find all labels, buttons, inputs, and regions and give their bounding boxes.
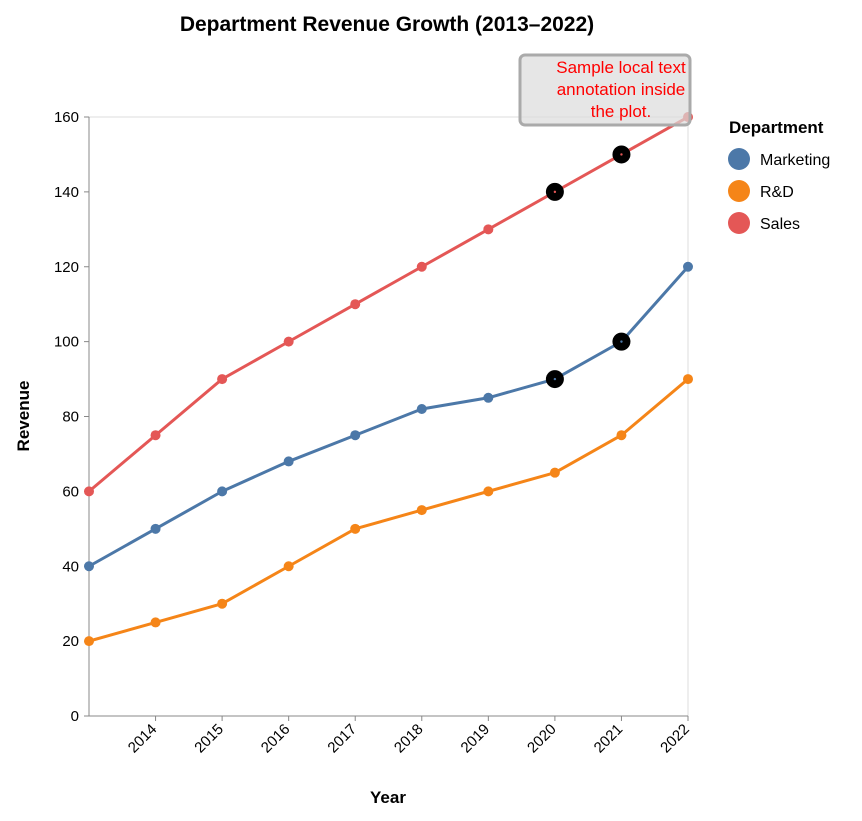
data-point-rd [217, 598, 228, 609]
highlight-point-center-sales [620, 153, 623, 156]
y-tick-label: 140 [54, 184, 79, 201]
annotation-line-3: the plot. [591, 102, 652, 121]
x-axis-title: Year [370, 788, 406, 807]
x-tick-label: 2018 [391, 721, 427, 757]
data-point-sales [483, 224, 494, 235]
data-point-rd [150, 617, 161, 628]
series-line-marketing [87, 265, 690, 568]
data-point-sales [84, 486, 94, 497]
data-point-marketing [150, 523, 161, 534]
data-point-marketing [84, 561, 94, 572]
data-point-rd [483, 486, 494, 497]
highlight-point-center-marketing [553, 377, 557, 381]
legend-items: Marketing R&D Sales [728, 148, 830, 234]
legend: Department Marketing R&D Sales [728, 118, 830, 234]
data-point-marketing [217, 486, 228, 497]
data-point-marketing [283, 456, 294, 467]
highlight-point-center-marketing [620, 340, 623, 343]
data-point-sales [283, 336, 294, 347]
data-point-marketing [416, 404, 427, 415]
data-point-marketing [683, 261, 693, 272]
y-tick-label: 160 [54, 109, 79, 126]
y-tick-label: 60 [62, 483, 79, 500]
data-point-rd [616, 430, 627, 441]
highlight-layer [545, 145, 631, 389]
y-ticks-layer: 0 20 40 60 80 100 120 140 160 [54, 109, 89, 725]
legend-label-sales: Sales [760, 216, 800, 233]
x-tick-label: 2014 [125, 721, 161, 757]
x-tick-label: 2019 [458, 721, 494, 757]
y-axis-title: Revenue [14, 381, 33, 452]
y-tick-label: 0 [71, 708, 79, 725]
data-point-rd [84, 636, 94, 647]
x-tick-label: 2021 [591, 721, 627, 757]
x-tick-label: 2015 [191, 721, 227, 757]
data-point-sales [416, 261, 427, 272]
y-tick-label: 40 [62, 558, 79, 575]
x-tick-label: 2020 [524, 721, 560, 757]
data-point-rd [350, 523, 361, 534]
data-point-rd [683, 374, 693, 385]
data-point-marketing [483, 392, 494, 403]
chart-title: Department Revenue Growth (2013–2022) [180, 13, 594, 36]
x-ticks-layer: 2014 2015 2016 2017 2018 2019 2020 2021 2022 [125, 716, 693, 756]
legend-title: Department [729, 118, 824, 137]
legend-swatch-marketing [728, 148, 750, 170]
data-point-rd [416, 505, 427, 516]
x-tick-label: 2017 [324, 721, 360, 757]
x-tick-label: 2016 [258, 721, 294, 757]
y-tick-label: 120 [54, 259, 79, 276]
annotation-line-1: Sample local text [556, 58, 686, 77]
text-annotation: Sample local text annotation inside the … [518, 53, 692, 127]
data-point-sales [217, 374, 228, 385]
legend-swatch-rd [728, 180, 750, 202]
series-line-sales [87, 115, 690, 493]
legend-swatch-sales [728, 212, 750, 234]
y-tick-label: 80 [62, 409, 79, 426]
annotation-line-2: annotation inside [557, 80, 686, 99]
y-tick-label: 100 [54, 334, 79, 351]
x-tick-label: 2022 [657, 721, 693, 757]
highlight-point-center-sales [553, 190, 557, 194]
annotation-box [518, 53, 692, 127]
data-point-marketing [350, 430, 361, 441]
legend-label-marketing: Marketing [760, 152, 830, 169]
data-point-sales [350, 299, 361, 310]
data-point-rd [283, 561, 294, 572]
data-point-sales [150, 430, 161, 441]
series-layer [84, 112, 693, 647]
y-tick-label: 20 [62, 633, 79, 650]
series-line-rd [87, 377, 690, 643]
data-point-rd [549, 467, 560, 478]
legend-label-rd: R&D [760, 184, 794, 201]
